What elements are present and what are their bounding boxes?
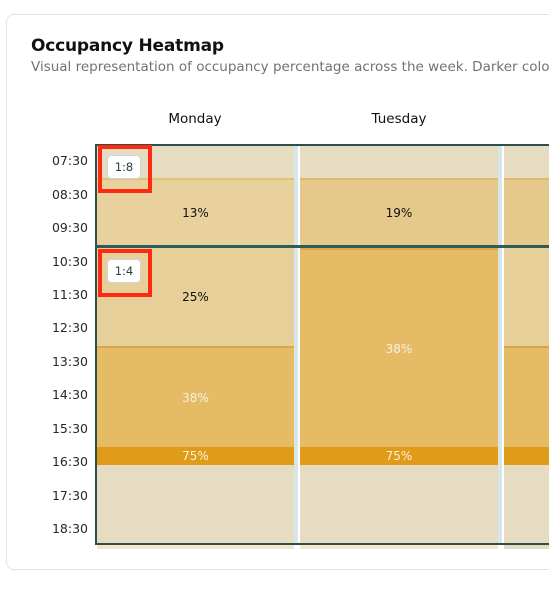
occupancy-label: 75% xyxy=(182,449,209,463)
wednesday-block[interactable] xyxy=(504,248,549,346)
occupancy-label: 38% xyxy=(182,390,209,405)
heatmap-grid xyxy=(95,144,549,545)
day-header-tuesday: Tuesday xyxy=(371,111,427,127)
tuesday-block-19[interactable]: 19% xyxy=(300,178,498,245)
occupancy-label: 75% xyxy=(385,449,413,463)
ratio-highlight: 1:8 xyxy=(98,145,152,193)
ratio-highlight: 1:4 xyxy=(98,249,152,297)
time-label: 16:30 xyxy=(51,454,88,469)
wednesday-block[interactable] xyxy=(504,178,549,245)
time-label: 07:30 xyxy=(51,153,88,168)
time-label: 09:30 xyxy=(51,220,88,235)
day-header-monday: Monday xyxy=(168,111,222,127)
time-label: 15:30 xyxy=(51,421,88,436)
ratio-chip[interactable]: 1:8 xyxy=(107,155,141,179)
column-separator xyxy=(498,146,502,544)
monday-block-75[interactable]: 75% xyxy=(97,447,294,465)
occupancy-label: 19% xyxy=(385,205,413,220)
occupancy-label: 25% xyxy=(182,290,209,304)
time-label: 13:30 xyxy=(51,354,88,369)
tuesday-block-75[interactable]: 75% xyxy=(300,447,498,465)
time-label: 10:30 xyxy=(51,254,88,269)
time-label: 11:30 xyxy=(51,287,88,302)
column-separator xyxy=(294,146,298,544)
tuesday-block-38[interactable]: 38% xyxy=(300,248,498,447)
column-footer xyxy=(300,545,498,549)
time-label: 17:30 xyxy=(51,488,88,503)
occupancy-label: 13% xyxy=(182,205,209,220)
time-label: 08:30 xyxy=(51,187,88,202)
time-label: 18:30 xyxy=(51,521,88,536)
time-label: 14:30 xyxy=(51,387,88,402)
page-title: Occupancy Heatmap xyxy=(31,36,224,56)
page-subtitle: Visual representation of occupancy perce… xyxy=(31,59,549,75)
ratio-chip[interactable]: 1:4 xyxy=(107,259,141,283)
wednesday-block[interactable] xyxy=(504,346,549,447)
period-divider xyxy=(95,245,549,248)
occupancy-label: 38% xyxy=(385,341,413,356)
time-label: 12:30 xyxy=(51,320,88,335)
monday-block-38[interactable]: 38% xyxy=(97,346,294,447)
column-footer xyxy=(97,545,294,549)
wednesday-block[interactable] xyxy=(504,447,549,465)
